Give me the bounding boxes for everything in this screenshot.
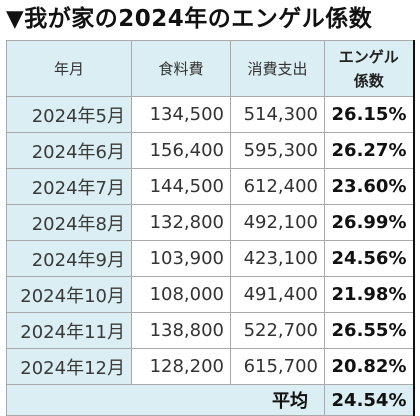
food-cost-cell: 128,200 bbox=[131, 348, 231, 385]
page-title: ▼我が家の2024年のエンゲル係数 bbox=[6, 6, 373, 32]
food-cost-cell: 108,000 bbox=[131, 276, 231, 313]
consumption-spending-cell: 491,400 bbox=[230, 276, 325, 313]
header-month: 年月 bbox=[6, 40, 132, 97]
engel-coefficient-cell: 26.55% bbox=[324, 312, 415, 349]
table-row: 2024年9月 103,900 423,100 24.56% bbox=[6, 240, 415, 277]
header-food-cost: 食料費 bbox=[131, 40, 231, 97]
table-header-row: 年月 食料費 消費支出 エンゲル 係数 bbox=[6, 40, 415, 97]
header-consumption-spending: 消費支出 bbox=[230, 40, 325, 97]
engel-coefficient-cell: 26.27% bbox=[324, 132, 415, 169]
month-cell: 2024年5月 bbox=[6, 96, 132, 133]
header-engel-line1: エンゲル bbox=[338, 47, 399, 66]
engel-coefficient-cell: 26.99% bbox=[324, 204, 415, 241]
table-row: 2024年10月 108,000 491,400 21.98% bbox=[6, 276, 415, 313]
table-row: 2024年7月 144,500 612,400 23.60% bbox=[6, 168, 415, 205]
consumption-spending-cell: 612,400 bbox=[230, 168, 325, 205]
header-engel-line2: 係数 bbox=[353, 71, 384, 90]
engel-coefficient-cell: 21.98% bbox=[324, 276, 415, 313]
month-cell: 2024年8月 bbox=[6, 204, 132, 241]
consumption-spending-cell: 595,300 bbox=[230, 132, 325, 169]
consumption-spending-cell: 615,700 bbox=[230, 348, 325, 385]
food-cost-cell: 156,400 bbox=[131, 132, 231, 169]
food-cost-cell: 144,500 bbox=[131, 168, 231, 205]
average-row: 平均 24.54% bbox=[6, 384, 415, 416]
engel-coefficient-cell: 24.56% bbox=[324, 240, 415, 277]
month-cell: 2024年9月 bbox=[6, 240, 132, 277]
average-value: 24.54% bbox=[324, 384, 415, 416]
engel-coefficient-cell: 23.60% bbox=[324, 168, 415, 205]
engel-coefficient-cell: 20.82% bbox=[324, 348, 415, 385]
food-cost-cell: 103,900 bbox=[131, 240, 231, 277]
month-cell: 2024年12月 bbox=[6, 348, 132, 385]
engel-coefficient-cell: 26.15% bbox=[324, 96, 415, 133]
table-row: 2024年5月 134,500 514,300 26.15% bbox=[6, 96, 415, 133]
table-row: 2024年6月 156,400 595,300 26.27% bbox=[6, 132, 415, 169]
month-cell: 2024年6月 bbox=[6, 132, 132, 169]
average-label: 平均 bbox=[6, 384, 325, 416]
month-cell: 2024年11月 bbox=[6, 312, 132, 349]
month-cell: 2024年10月 bbox=[6, 276, 132, 313]
consumption-spending-cell: 492,100 bbox=[230, 204, 325, 241]
header-engel-coefficient: エンゲル 係数 bbox=[324, 40, 415, 97]
table-row: 2024年11月 138,800 522,700 26.55% bbox=[6, 312, 415, 349]
food-cost-cell: 132,800 bbox=[131, 204, 231, 241]
consumption-spending-cell: 514,300 bbox=[230, 96, 325, 133]
table-row: 2024年8月 132,800 492,100 26.99% bbox=[6, 204, 415, 241]
engel-coefficient-table: 年月 食料費 消費支出 エンゲル 係数 2024年5月 134,500 514,30… bbox=[6, 40, 415, 416]
consumption-spending-cell: 522,700 bbox=[230, 312, 325, 349]
consumption-spending-cell: 423,100 bbox=[230, 240, 325, 277]
food-cost-cell: 134,500 bbox=[131, 96, 231, 133]
table-row: 2024年12月 128,200 615,700 20.82% bbox=[6, 348, 415, 385]
month-cell: 2024年7月 bbox=[6, 168, 132, 205]
food-cost-cell: 138,800 bbox=[131, 312, 231, 349]
